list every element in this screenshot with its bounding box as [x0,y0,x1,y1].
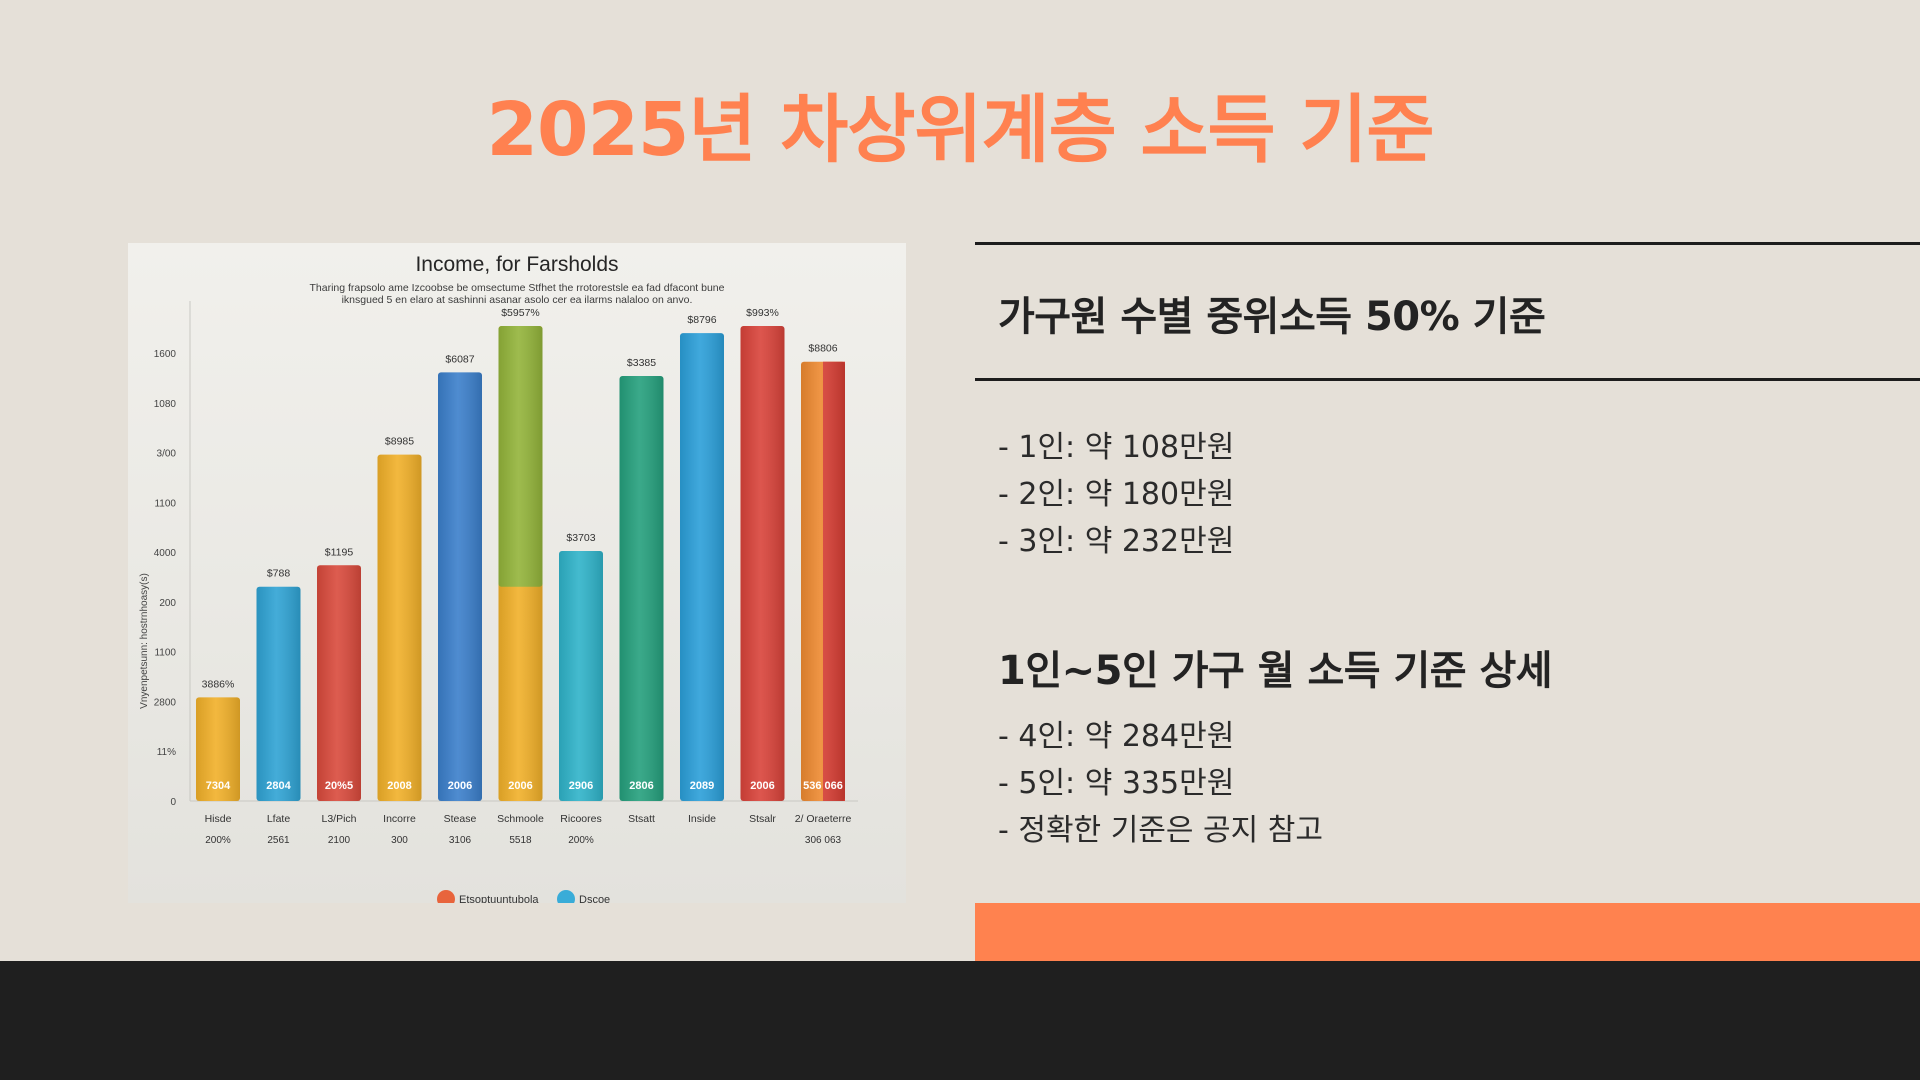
chart-bar-shading [256,586,301,801]
chart-bar-inner-label: 2006 [508,780,532,792]
chart-y-tick-label: 4000 [154,548,177,559]
section-divider-middle [975,378,1920,381]
chart-y-tick-label: 1080 [154,399,177,410]
chart-value-label: $1195 [325,546,354,558]
chart-value-label: $8806 [808,343,837,355]
chart-plot-area: 0 11% 2800 1100 200 4000 1100 3/00 1080 1600 3886%… [154,301,858,903]
chart-bar-shading [317,565,361,801]
chart-y-tick-label: 3/00 [157,449,177,460]
chart-category-sublabel: 3106 [449,835,472,846]
chart-title: Income, for Farsholds [415,253,618,276]
chart-legend-label: Dscoe [579,894,610,903]
chart-svg: Income, for Farsholds Tharing frapsolo a… [139,253,858,903]
chart-y-tick-label: 11% [157,747,176,758]
section-heading-household-detail: 1인~5인 가구 월 소득 기준 상세 [998,648,1553,694]
chart-value-label: $8796 [687,314,716,326]
chart-value-label: $5957% [501,307,540,319]
chart-y-tick-label: 1100 [154,648,176,659]
chart-bar-inner-label: 2089 [690,780,714,792]
chart-value-label: $8985 [385,436,414,448]
chart-bar-inner-label: 2906 [569,780,593,792]
chart-subtitle-line-1: Tharing frapsolo ame Izcoobse be omsectu… [310,282,725,294]
chart-bar-shading [196,697,240,801]
chart-bar-inner-label: 2806 [629,780,653,792]
chart-category-label: Hisde [205,813,232,825]
chart-y-tick-label: 0 [170,797,176,808]
chart-category-sublabel: 2561 [267,835,290,846]
chart-subtitle-line-2: iknsgued 5 en elaro at sashinni asanar a… [342,294,693,306]
chart-bar-inner-label: 2008 [387,780,411,792]
chart-bar-inner-label: 7304 [206,780,231,792]
chart-bar-inner-label: 536 066 [803,780,843,792]
income-item-5-person: - 5인: 약 335만원 [998,766,1235,801]
footer-band [0,961,1920,1080]
chart-bar-shading [801,361,845,801]
income-chart: Income, for Farsholds Tharing frapsolo a… [128,243,906,903]
income-item-4-person: - 4인: 약 284만원 [998,719,1235,754]
chart-bar-shading [438,372,482,801]
chart-bar-shading [498,326,543,801]
chart-category-label: L3/Pich [321,813,356,825]
income-list-1to3: - 1인: 약 108만원 - 2인: 약 180만원 - 3인: 약 232만… [998,424,1234,565]
chart-bar-inner-label: 2804 [266,780,291,792]
chart-value-label: $6087 [445,353,474,365]
chart-value-label: $993% [746,307,779,319]
chart-legend-swatch [437,890,455,903]
income-item-2-person: - 2인: 약 180만원 [998,477,1235,512]
chart-category-label: Incorre [383,813,416,825]
chart-category-label: Stsalr [749,813,776,825]
chart-category-label: Stsatt [628,813,655,825]
chart-category-sublabel: 306 063 [805,835,842,846]
chart-category-label: Lfate [267,813,291,825]
chart-bar-shading [740,326,785,801]
chart-y-axis-label: Vnyenpetsunn: hostrnhoasy(s) [139,573,150,709]
slide-title: 2025년 차상위계층 소득 기준 [486,87,1434,173]
chart-bar-shading [377,454,422,801]
chart-category-sublabel: 200% [568,835,594,846]
chart-category-sublabel: 2100 [328,835,351,846]
chart-category-label: Stease [444,813,477,825]
income-item-notice: - 정확한 기준은 공지 참고 [998,813,1323,848]
chart-value-label: 3886% [202,678,235,690]
chart-value-label: $788 [267,568,291,580]
chart-y-tick-label: 200 [159,598,176,609]
chart-category-label: Inside [688,813,716,825]
chart-bar-shading [680,333,724,801]
chart-bar-inner-label: 2006 [448,780,472,792]
section-divider-top [975,242,1920,245]
income-list-4to5: - 4인: 약 284만원 - 5인: 약 335만원 - 정확한 기준은 공지… [998,713,1323,854]
chart-value-label: $3385 [627,357,656,369]
chart-legend-label: Etsoptuuntubola [459,894,539,903]
chart-category-label: Schmoole [497,813,544,825]
chart-category-sublabel: 300 [391,835,408,846]
section-heading-median-income: 가구원 수별 중위소득 50% 기준 [998,294,1546,340]
income-item-3-person: - 3인: 약 232만원 [998,524,1235,559]
chart-category-label: 2/ Oraeterre [795,813,852,825]
chart-legend-swatch [557,890,575,903]
chart-value-label: $3703 [566,532,595,544]
chart-y-tick-label: 1100 [154,498,176,509]
chart-bar-shading [619,376,664,801]
chart-category-sublabel: 200% [205,835,231,846]
chart-bar-shading [559,551,603,801]
chart-bar-inner-label: 2006 [750,780,774,792]
chart-category-sublabel: 5518 [509,835,532,846]
chart-y-tick-label: 2800 [154,697,177,708]
income-item-1-person: - 1인: 약 108만원 [998,430,1235,465]
chart-y-tick-label: 1600 [154,349,177,360]
chart-bar-inner-label: 20%5 [325,780,353,792]
chart-category-label: Ricoores [560,813,601,825]
